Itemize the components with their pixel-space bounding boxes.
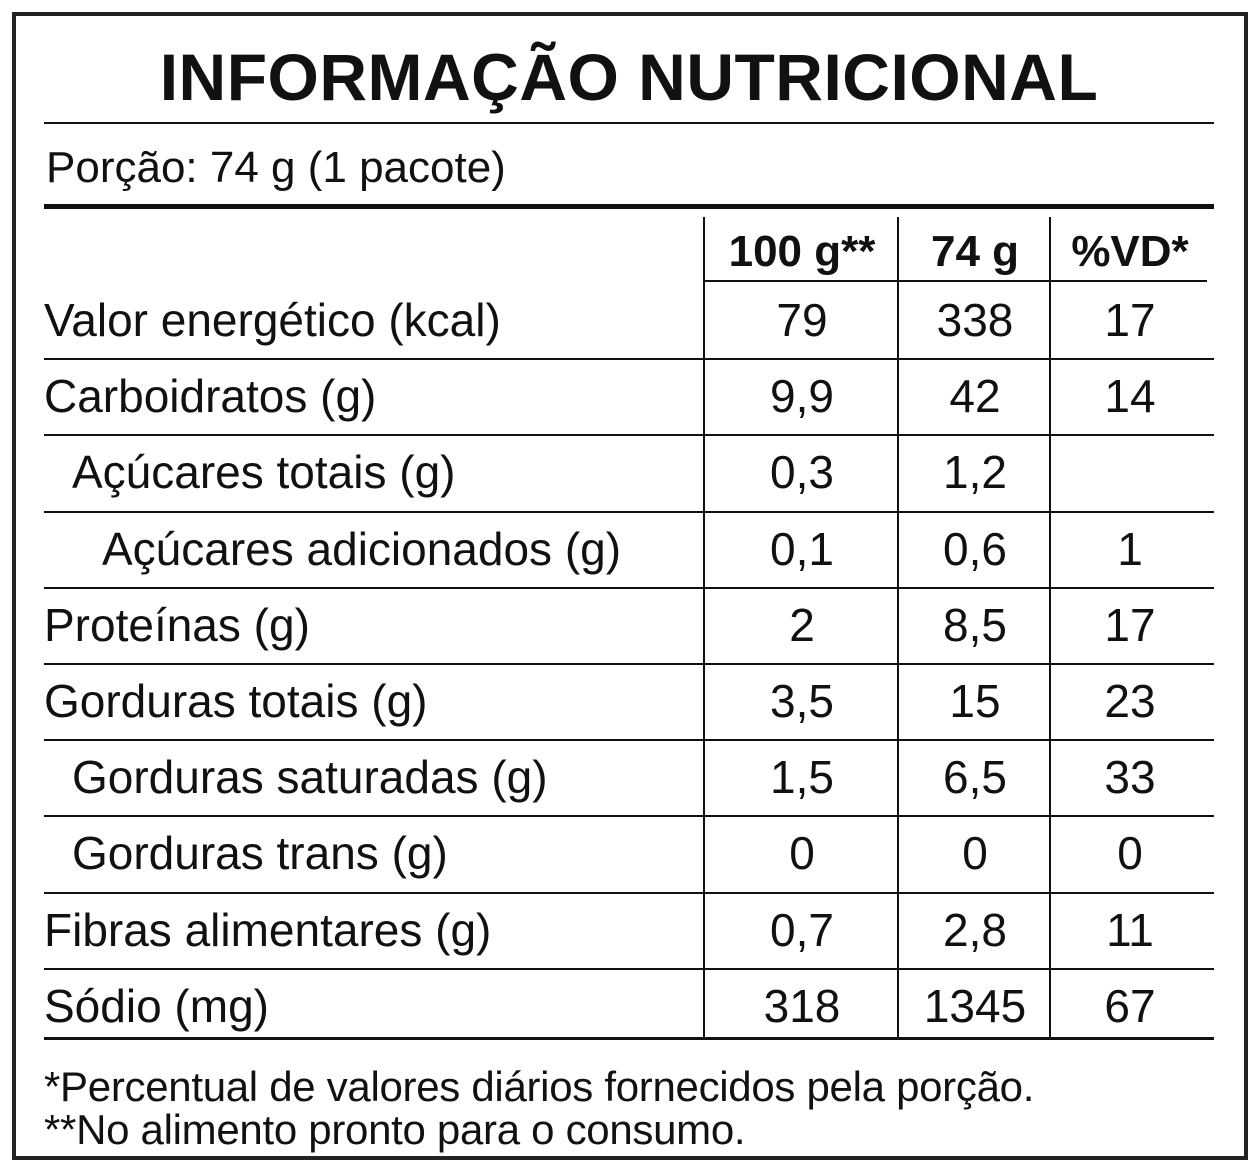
value-percent-vd: 0 — [1117, 827, 1143, 880]
value-percent-vd: 23 — [1104, 675, 1156, 727]
value-percent-vd: 33 — [1104, 751, 1156, 804]
value-per-portion: 6,5 — [943, 751, 1007, 804]
value-per-portion: 338 — [936, 294, 1014, 346]
column-header-portion: 74 g — [930, 227, 1020, 276]
value-per-100g: 79 — [776, 294, 828, 346]
column-divider — [703, 217, 705, 1040]
row-divider — [44, 358, 1214, 360]
row-divider — [44, 587, 1214, 589]
nutrient-name: Carboidratos (g) — [44, 370, 377, 423]
nutrient-name: Proteínas (g) — [44, 598, 310, 651]
value-per-100g: 0 — [789, 827, 815, 880]
value-per-100g: 2 — [789, 598, 815, 651]
value-per-100g: 318 — [763, 979, 841, 1032]
value-per-100g: 3,5 — [770, 675, 834, 727]
row-divider — [44, 815, 1214, 817]
value-percent-vd: 1 — [1117, 522, 1143, 575]
row-divider — [44, 968, 1214, 970]
nutrient-name: Açúcares totais (g) — [72, 446, 456, 499]
column-divider — [897, 217, 899, 1040]
nutrient-name: Sódio (mg) — [44, 979, 269, 1032]
value-percent-vd: 67 — [1104, 979, 1156, 1032]
nutrient-name: Valor energético (kcal) — [44, 294, 501, 346]
header-divider — [705, 280, 1207, 282]
row-divider — [44, 663, 1214, 665]
value-percent-vd: 17 — [1104, 294, 1156, 346]
value-per-portion: 1,2 — [943, 446, 1007, 499]
table-bottom-divider — [44, 1037, 1214, 1040]
value-per-100g: 1,5 — [770, 751, 834, 804]
value-per-portion: 1345 — [923, 979, 1027, 1032]
value-per-100g: 0,1 — [770, 522, 834, 575]
value-per-portion: 42 — [949, 370, 1001, 423]
column-divider — [1049, 217, 1051, 1040]
column-header-100g: 100 g** — [728, 227, 876, 276]
value-per-100g: 0,7 — [770, 903, 834, 956]
row-divider — [44, 739, 1214, 741]
value-per-portion: 15 — [949, 675, 1001, 727]
nutrient-name: Fibras alimentares (g) — [44, 903, 492, 956]
value-per-100g: 9,9 — [770, 370, 834, 423]
label-title: INFORMAÇÃO NUTRICIONAL — [159, 40, 1099, 114]
row-divider — [44, 511, 1214, 513]
row-divider — [44, 892, 1214, 894]
value-per-100g: 0,3 — [770, 446, 834, 499]
value-per-portion: 0 — [962, 827, 988, 880]
title-divider — [44, 122, 1214, 124]
value-percent-vd: 11 — [1106, 903, 1154, 956]
portion-size: Porção: 74 g (1 pacote) — [46, 143, 506, 192]
value-percent-vd: 14 — [1104, 370, 1156, 423]
row-divider — [44, 434, 1214, 436]
nutrient-name: Gorduras totais (g) — [44, 675, 428, 727]
value-per-portion: 2,8 — [943, 903, 1007, 956]
nutrient-name: Gorduras trans (g) — [72, 827, 448, 880]
column-header-vd: %VD* — [1071, 227, 1189, 276]
value-percent-vd: 17 — [1104, 598, 1156, 651]
nutrient-name: Gorduras saturadas (g) — [72, 751, 548, 804]
value-per-portion: 0,6 — [943, 522, 1007, 575]
footnote-ready-to-eat: **No alimento pronto para o consumo. — [44, 1106, 746, 1153]
value-per-portion: 8,5 — [943, 598, 1007, 651]
portion-divider — [44, 204, 1214, 209]
footnote-vd: *Percentual de valores diários fornecido… — [44, 1063, 1035, 1110]
nutrient-name: Açúcares adicionados (g) — [102, 522, 622, 575]
